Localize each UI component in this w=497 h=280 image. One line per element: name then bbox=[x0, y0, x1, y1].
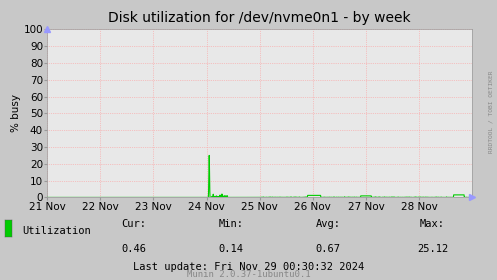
Text: Last update: Fri Nov 29 00:30:32 2024: Last update: Fri Nov 29 00:30:32 2024 bbox=[133, 262, 364, 272]
Text: RRDTOOL / TOBI OETIKER: RRDTOOL / TOBI OETIKER bbox=[489, 71, 494, 153]
Text: 25.12: 25.12 bbox=[417, 244, 448, 254]
Text: Min:: Min: bbox=[219, 219, 244, 229]
Text: 0.67: 0.67 bbox=[316, 244, 340, 254]
Text: Cur:: Cur: bbox=[122, 219, 147, 229]
Text: 0.46: 0.46 bbox=[122, 244, 147, 254]
Text: 0.14: 0.14 bbox=[219, 244, 244, 254]
Text: Utilization: Utilization bbox=[22, 226, 91, 236]
Text: Munin 2.0.37-1ubuntu0.1: Munin 2.0.37-1ubuntu0.1 bbox=[187, 270, 310, 279]
Title: Disk utilization for /dev/nvme0n1 - by week: Disk utilization for /dev/nvme0n1 - by w… bbox=[108, 11, 411, 25]
Y-axis label: % busy: % busy bbox=[10, 94, 21, 132]
Text: Max:: Max: bbox=[420, 219, 445, 229]
Text: Avg:: Avg: bbox=[316, 219, 340, 229]
